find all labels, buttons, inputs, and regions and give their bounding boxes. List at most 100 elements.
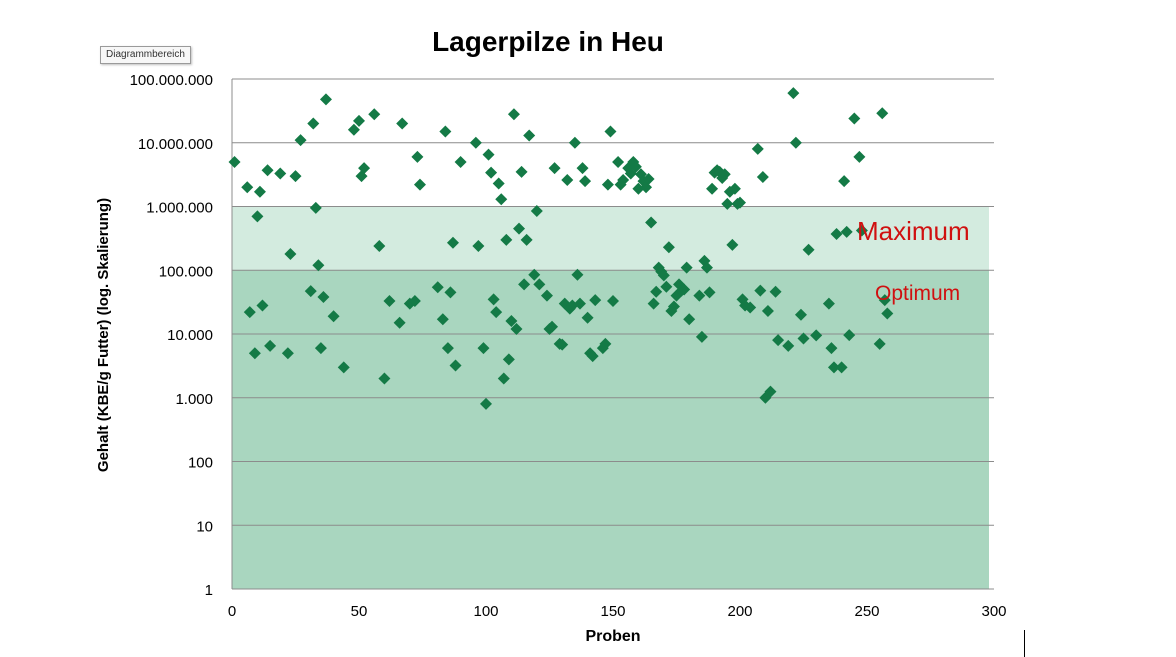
data-point — [629, 160, 642, 173]
data-point — [314, 342, 327, 355]
background-bands — [232, 206, 989, 589]
data-point — [449, 359, 462, 372]
data-point — [520, 233, 533, 246]
data-point — [307, 117, 320, 130]
y-axis-label: Gehalt (KBE/g Futter) (log. Skalierung) — [95, 198, 112, 472]
data-point — [678, 283, 691, 296]
data-point — [838, 175, 851, 188]
data-point — [695, 330, 708, 343]
data-point — [873, 337, 886, 350]
data-point — [413, 178, 426, 191]
data-point — [642, 173, 655, 186]
data-point — [853, 150, 866, 163]
grid-lines — [232, 78, 994, 590]
data-point — [513, 222, 526, 235]
data-point — [706, 182, 719, 195]
data-point — [576, 162, 589, 175]
data-point — [396, 117, 409, 130]
data-point — [439, 125, 452, 138]
data-point — [533, 278, 546, 291]
data-point — [228, 155, 241, 168]
data-point — [568, 136, 581, 149]
data-point — [454, 155, 467, 168]
data-point — [756, 171, 769, 184]
data-point — [843, 329, 856, 342]
data-point — [721, 197, 734, 210]
data-point — [436, 313, 449, 326]
y-tick-label: 100.000 — [159, 263, 213, 280]
data-point — [523, 129, 536, 142]
data-point — [794, 308, 807, 321]
data-point — [337, 361, 350, 374]
data-point — [797, 332, 810, 345]
y-tick-label: 10.000.000 — [138, 136, 213, 153]
data-point — [782, 339, 795, 352]
data-point — [487, 293, 500, 306]
data-point — [510, 322, 523, 335]
data-point — [632, 182, 645, 195]
data-point — [281, 347, 294, 360]
data-point — [373, 240, 386, 253]
data-point — [650, 285, 663, 298]
data-point — [482, 148, 495, 161]
data-point — [309, 201, 322, 214]
data-point — [822, 297, 835, 310]
data-point — [810, 329, 823, 342]
data-point — [347, 123, 360, 136]
data-point — [358, 162, 371, 175]
data-point — [754, 284, 767, 297]
data-point — [718, 168, 731, 181]
data-point — [485, 166, 498, 179]
data-point — [530, 204, 543, 217]
data-point — [830, 228, 843, 241]
data-point — [764, 385, 777, 398]
data-point — [446, 236, 459, 249]
data-point — [312, 259, 325, 272]
x-tick-label: 0 — [228, 603, 236, 620]
data-point — [500, 233, 513, 246]
data-point — [327, 310, 340, 323]
data-point — [274, 167, 287, 180]
data-point — [477, 342, 490, 355]
y-tick-label: 10.000 — [167, 327, 213, 344]
data-point — [599, 337, 612, 350]
data-point — [573, 297, 586, 310]
data-point — [353, 114, 365, 127]
data-point — [317, 291, 330, 304]
x-tick-label: 100 — [473, 603, 498, 620]
data-point — [411, 150, 424, 163]
data-point — [571, 268, 584, 281]
y-tick-label: 1.000 — [175, 391, 213, 408]
data-point — [469, 136, 482, 149]
data-point — [540, 289, 553, 302]
data-point — [703, 286, 716, 299]
data-point — [289, 170, 302, 183]
band-label-maximum: Maximum — [857, 216, 970, 246]
data-point — [319, 93, 332, 106]
data-point — [876, 107, 889, 120]
data-point — [744, 301, 757, 314]
data-point — [667, 300, 680, 313]
data-point — [383, 294, 396, 307]
data-point — [581, 311, 594, 324]
data-point — [546, 320, 559, 333]
band-optimum — [232, 270, 989, 589]
data-point — [772, 334, 785, 347]
data-point — [840, 225, 853, 238]
y-tick-label: 1.000.000 — [146, 200, 213, 217]
data-point — [492, 177, 505, 190]
band-maximum — [232, 206, 989, 271]
x-tick-label: 50 — [351, 603, 368, 620]
data-point — [612, 155, 625, 168]
data-point — [848, 112, 861, 125]
data-point — [495, 193, 508, 206]
data-point — [243, 306, 256, 319]
data-point — [662, 241, 675, 254]
data-point — [657, 269, 670, 282]
data-point — [444, 286, 457, 299]
data-point — [680, 261, 693, 274]
data-point — [378, 372, 391, 385]
chart-title: Lagerpilze in Heu — [432, 26, 664, 57]
data-point — [855, 224, 868, 237]
